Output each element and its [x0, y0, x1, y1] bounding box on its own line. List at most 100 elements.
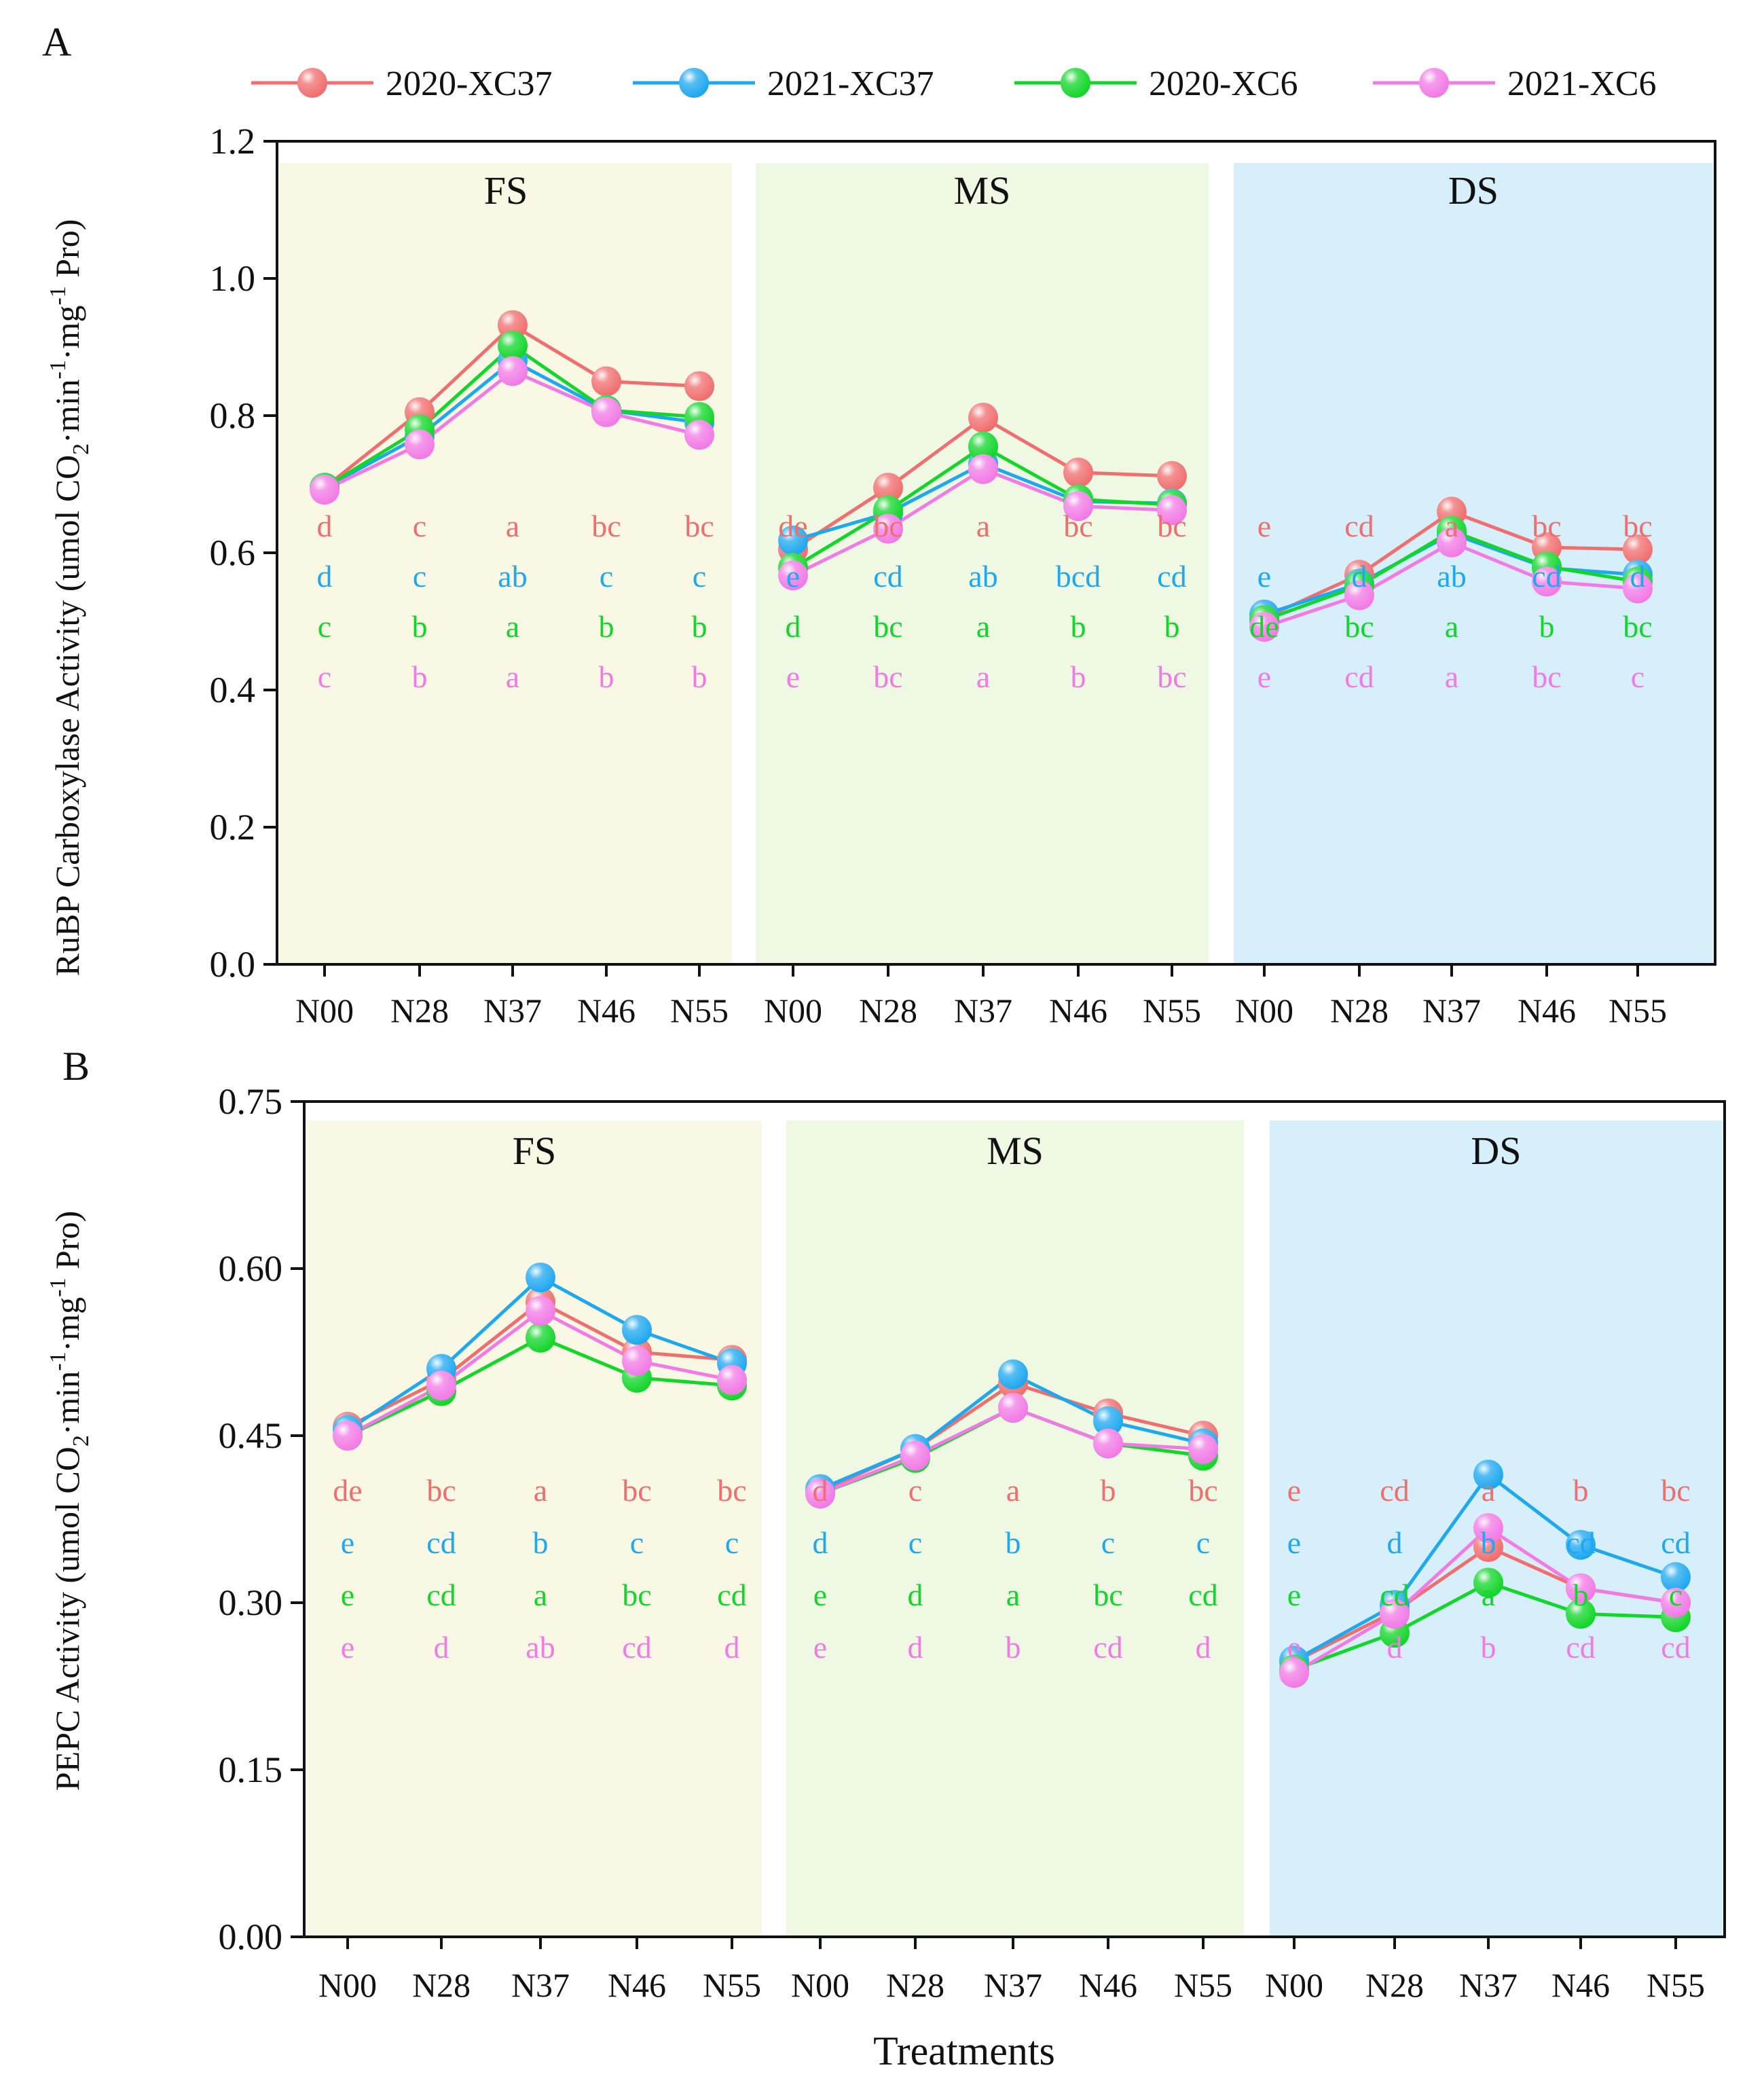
significance-letter-2020-xc37: bc — [426, 1473, 456, 1508]
significance-letter-2020-xc6: d — [786, 609, 801, 644]
significance-letter-2020-xc6: cd — [426, 1578, 456, 1612]
stage-backgrounds — [307, 1121, 1723, 1935]
significance-letter-2021-xc6: c — [318, 659, 331, 694]
x-tick-label: N46 — [1049, 992, 1107, 1030]
data-point-shine — [1157, 460, 1187, 491]
significance-letter-2021-xc6: e — [1257, 659, 1271, 694]
significance-letter-2021-xc6: e — [813, 1630, 827, 1665]
significance-letter-2020-xc6: bc — [1623, 609, 1652, 644]
data-point-shine — [498, 331, 528, 361]
data-point-shine — [968, 454, 998, 484]
stage-background-fs — [307, 1121, 762, 1935]
data-point-shine — [873, 513, 903, 544]
legend-label-2021-xc6: 2021-XC6 — [1507, 65, 1657, 103]
significance-letter-2021-xc37: b — [533, 1525, 549, 1560]
stage-labels: FS MS DS — [513, 1129, 1522, 1173]
significance-letter-2021-xc6: cd — [1661, 1630, 1690, 1665]
significance-letter-2020-xc37: b — [1101, 1473, 1116, 1508]
significance-letter-2021-xc37: ab — [968, 559, 997, 594]
significance-letter-2021-xc37: c — [1101, 1525, 1115, 1560]
significance-letter-2020-xc37: a — [534, 1473, 547, 1508]
significance-letter-2021-xc6: a — [1445, 659, 1458, 694]
y-tick-label: 0.00 — [219, 1916, 283, 1957]
significance-letter-2021-xc6: e — [341, 1630, 354, 1665]
axes: 0.0 0.2 0.4 0.6 0.8 1.0 1.2 N00 N28 N37 N46 N55 N00 N… — [210, 121, 1716, 1030]
y-tick-label: 0.15 — [219, 1749, 283, 1790]
significance-letter-2020-xc37: c — [413, 509, 426, 543]
axes: 0.00 0.15 0.30 0.45 0.60 0.75 N00 N28 N37 N46 N55 N… — [219, 1081, 1726, 2004]
significance-letter-2021-xc6: cd — [1344, 659, 1374, 694]
data-point-shine — [591, 366, 621, 397]
data-point-shine — [1473, 1459, 1503, 1490]
x-tick-label: N55 — [1609, 992, 1667, 1030]
significance-letter-2020-xc6: cd — [1188, 1578, 1217, 1612]
data-point-shine — [1623, 573, 1653, 604]
significance-letter-2020-xc6: cd — [1380, 1578, 1409, 1612]
significance-letter-2020-xc37: bc — [622, 1473, 651, 1508]
x-tick-label: N28 — [1365, 1966, 1424, 2004]
significance-letter-2021-xc6: bc — [1157, 659, 1186, 694]
x-tick-label: N37 — [954, 992, 1012, 1030]
significance-letter-2020-xc37: de — [333, 1473, 362, 1508]
x-tick-label: N55 — [1174, 1966, 1232, 2004]
significance-letter-2021-xc37: c — [413, 559, 426, 594]
significance-letter-2021-xc6: b — [1481, 1630, 1496, 1665]
significance-letter-2021-xc6: cd — [1093, 1630, 1122, 1665]
x-tick-label: N37 — [511, 1966, 570, 2004]
stage-background-ms — [786, 1121, 1244, 1935]
x-tick-label: N00 — [791, 1966, 849, 2004]
data-point-shine — [591, 397, 621, 427]
data-point-shine — [1093, 1428, 1123, 1459]
significance-letter-2020-xc6: c — [318, 609, 331, 644]
legend-entry-2021-xc6: 2021-XC6 — [1373, 65, 1657, 103]
significance-letter-2021-xc6: bc — [1532, 659, 1561, 694]
x-tick-label: N00 — [764, 992, 822, 1030]
y-tick-label: 0.45 — [219, 1415, 283, 1456]
significance-letter-2021-xc37: d — [1352, 559, 1367, 594]
significance-letter-2020-xc37: bc — [591, 509, 621, 543]
data-point-shine — [498, 310, 528, 340]
significance-letter-2020-xc6: d — [908, 1578, 923, 1612]
y-tick-label: 1.2 — [210, 121, 256, 162]
y-axis-label-a: RuBP Carboxylase Activity (umol CO2·min-… — [45, 219, 94, 977]
x-tick-label: N28 — [390, 992, 449, 1030]
significance-letter-2021-xc37: cd — [1566, 1525, 1595, 1560]
significance-letter-2020-xc6: e — [1287, 1578, 1301, 1612]
significance-letter-2020-xc6: e — [341, 1578, 354, 1612]
significance-letter-2020-xc37: bc — [1157, 509, 1186, 543]
data-point-shine — [1344, 580, 1374, 611]
significance-letter-2020-xc6: c — [1669, 1578, 1683, 1612]
significance-letter-2020-xc37: cd — [1344, 509, 1374, 543]
data-point-shine — [873, 473, 903, 503]
significance-letter-2020-xc37: bc — [717, 1473, 746, 1508]
data-point-shine — [1093, 1406, 1123, 1436]
data-point-shine — [310, 475, 339, 505]
legend-marker-shine — [1419, 68, 1449, 98]
significance-letter-2021-xc6: e — [1287, 1630, 1301, 1665]
y-tick-label: 0.2 — [210, 807, 256, 848]
data-point-shine — [526, 1322, 555, 1353]
significance-letter-2020-xc6: b — [412, 609, 428, 644]
legend-marker-shine — [297, 68, 327, 98]
data-point-shine — [1063, 457, 1093, 488]
significance-letter-2021-xc37: e — [786, 559, 800, 594]
significance-letter-2020-xc6: a — [1482, 1578, 1495, 1612]
significance-letter-2021-xc6: a — [976, 659, 990, 694]
significance-letter-2021-xc6: d — [434, 1630, 449, 1665]
significance-letter-2021-xc37: d — [813, 1525, 828, 1560]
x-tick-label: N46 — [577, 992, 636, 1030]
significance-letter-2020-xc37: e — [1257, 509, 1271, 543]
data-point-shine — [526, 1262, 555, 1293]
data-point-shine — [1473, 1567, 1503, 1598]
significance-letter-2020-xc6: b — [1573, 1578, 1589, 1612]
significance-letter-2020-xc6: a — [1445, 609, 1458, 644]
legend-label-2020-xc37: 2020-XC37 — [386, 65, 553, 103]
legend-label-2021-xc37: 2021-XC37 — [767, 65, 934, 103]
significance-letter-2021-xc6: b — [1071, 659, 1086, 694]
stage-background-ms — [756, 163, 1209, 963]
significance-letter-2020-xc37: a — [1006, 1473, 1020, 1508]
x-tick-label: N37 — [984, 1966, 1042, 2004]
stage-label-ds: DS — [1471, 1129, 1521, 1173]
significance-letter-2021-xc37: e — [1287, 1525, 1301, 1560]
